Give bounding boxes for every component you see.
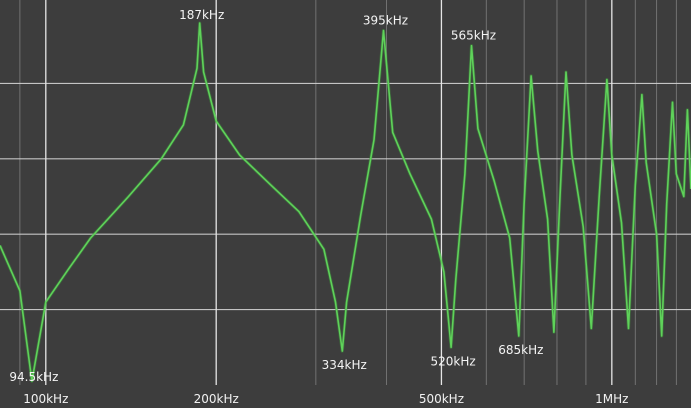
x-tick-label: 100kHz xyxy=(23,392,68,406)
frequency-annotation: 94.5kHz xyxy=(9,370,58,384)
series-layer xyxy=(0,21,691,383)
frequency-annotation: 187kHz xyxy=(179,8,224,22)
frequency-annotation: 565kHz xyxy=(451,29,496,43)
x-tick-label: 500kHz xyxy=(419,392,464,406)
grid-lines xyxy=(0,0,691,385)
series-line xyxy=(0,22,691,382)
frequency-annotation: 395kHz xyxy=(363,14,408,28)
frequency-annotation: 685kHz xyxy=(498,343,543,357)
x-tick-label: 200kHz xyxy=(194,392,239,406)
x-tick-label: 1MHz xyxy=(595,392,628,406)
labels-layer: 100kHz 200kHz 500kHz 1MHz 94.5kHz 187kHz 334kH… xyxy=(9,8,628,406)
frequency-annotation: 520kHz xyxy=(430,354,475,368)
frequency-annotation: 334kHz xyxy=(322,358,367,372)
